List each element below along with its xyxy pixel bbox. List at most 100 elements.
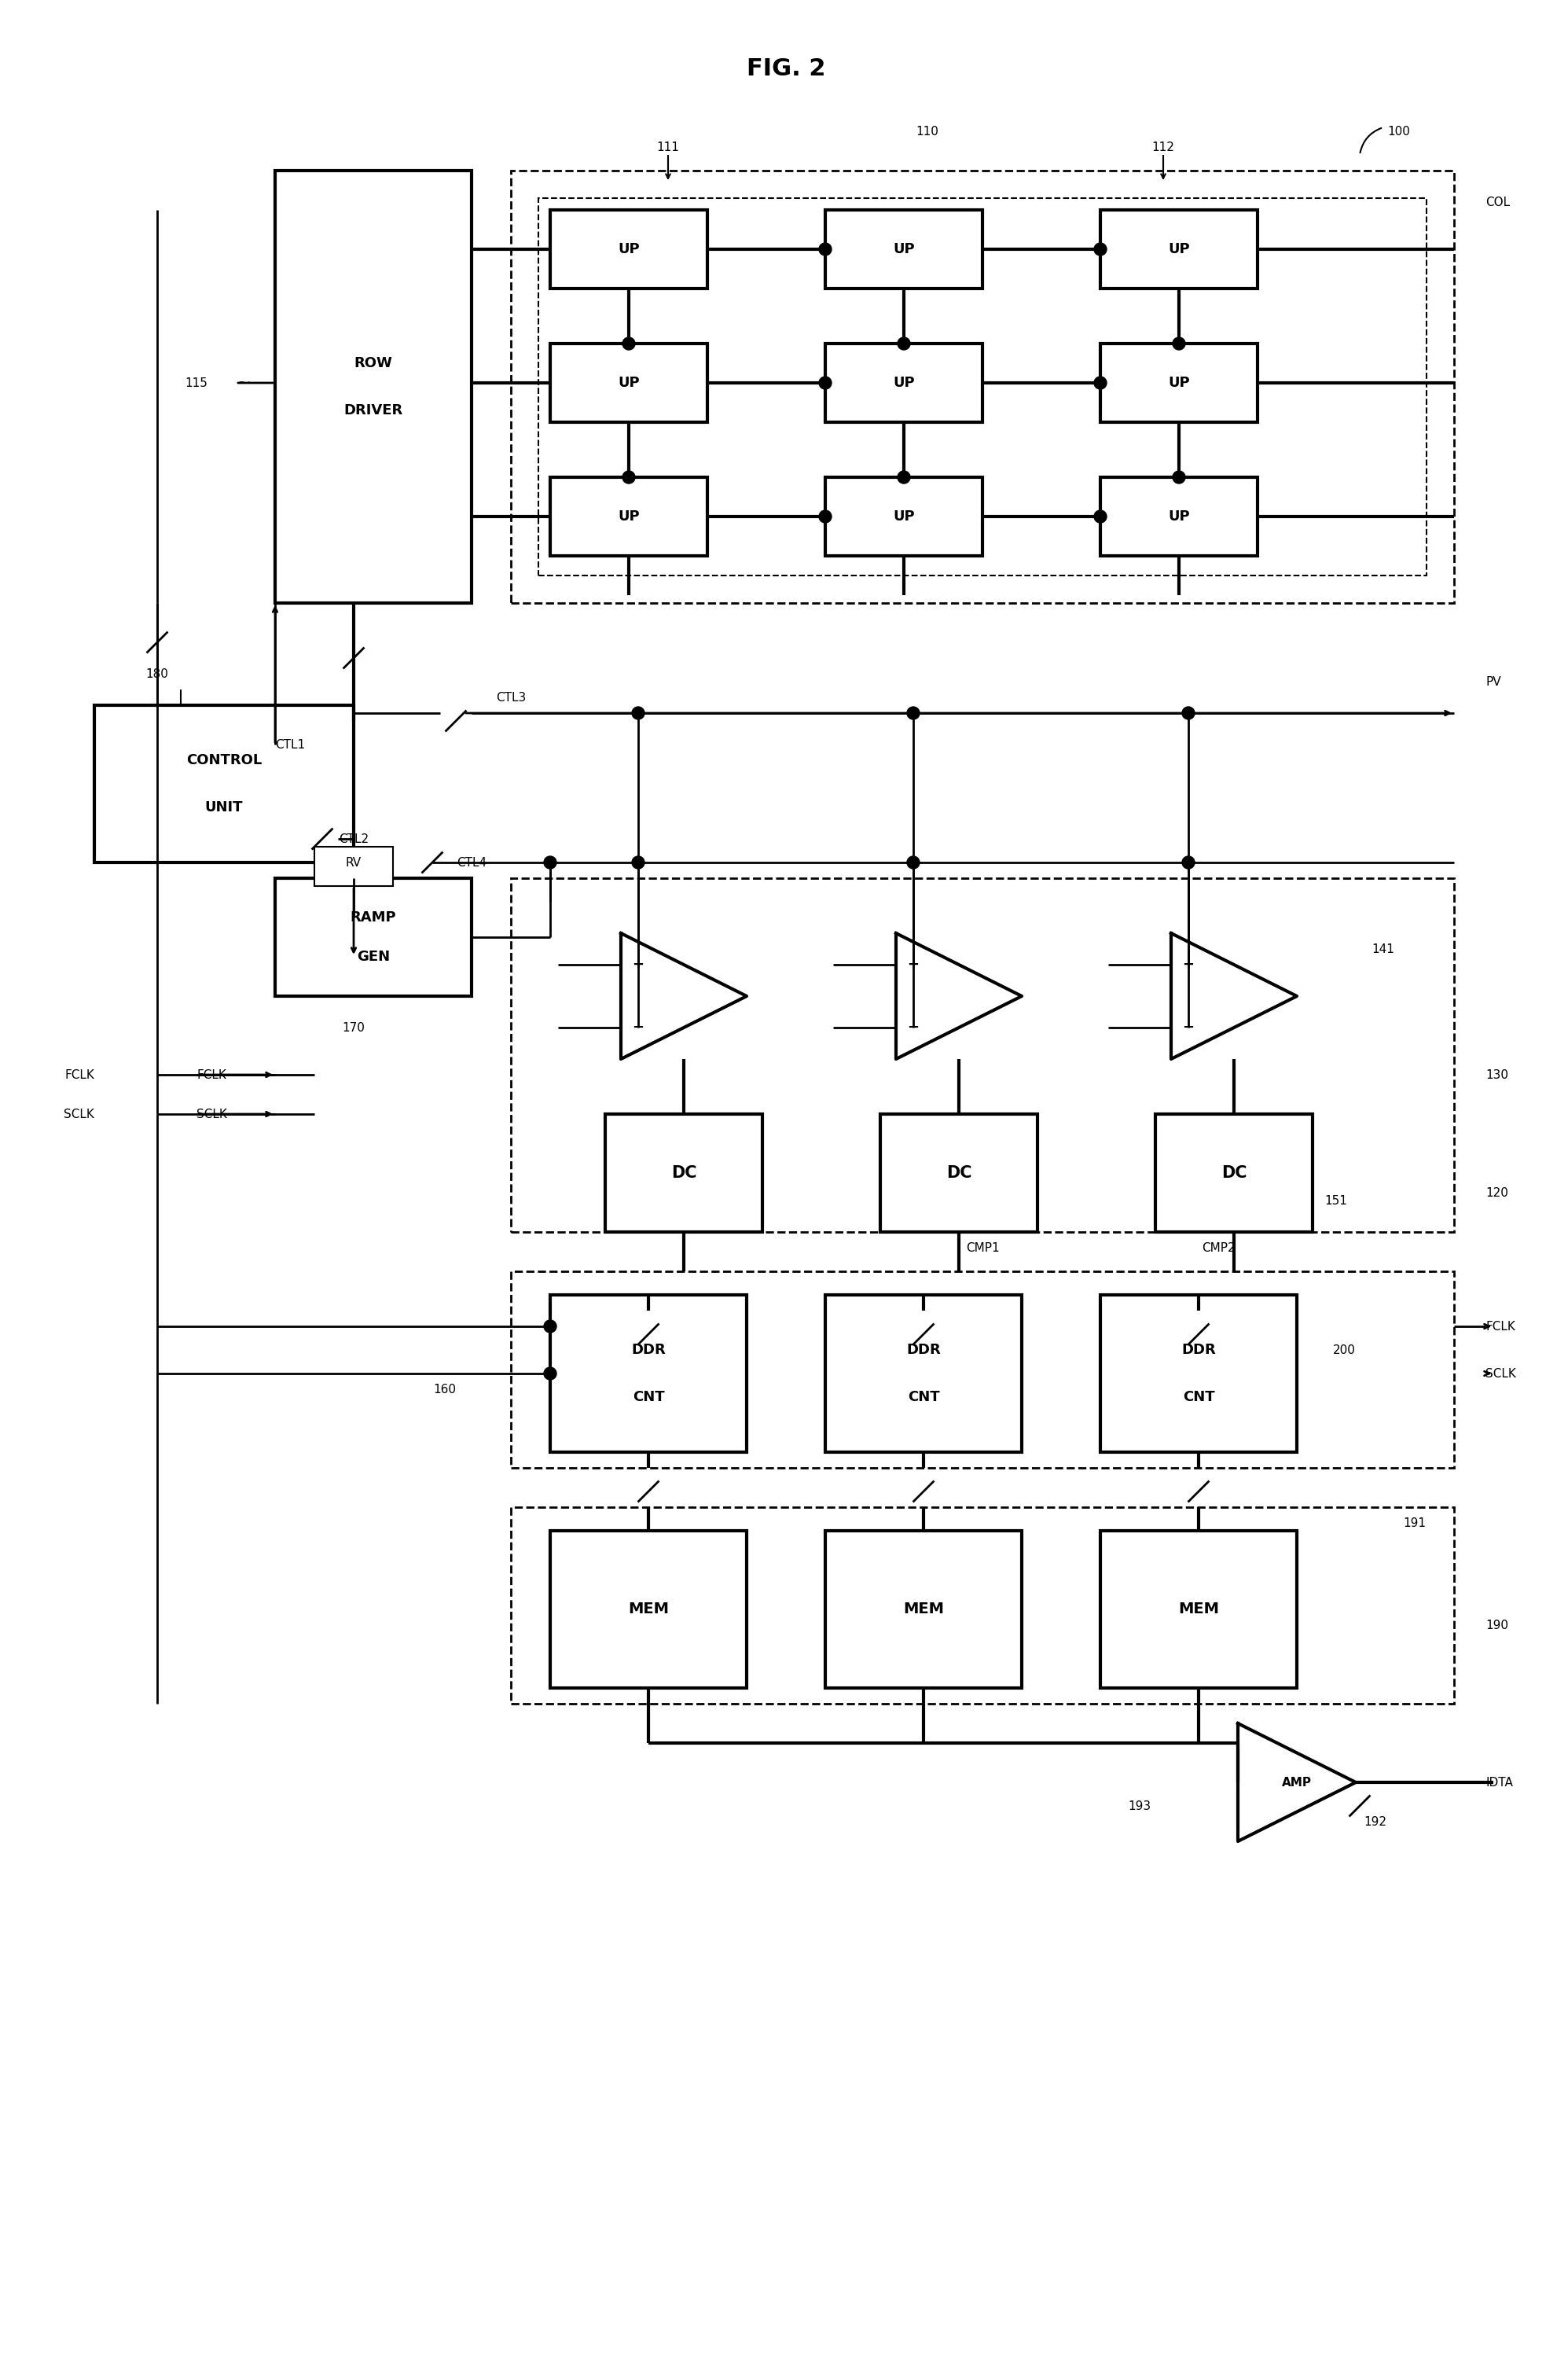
Text: ROW: ROW [354, 356, 392, 370]
Text: 110: 110 [916, 126, 939, 138]
Circle shape [906, 856, 919, 868]
FancyBboxPatch shape [825, 1530, 1022, 1689]
Polygon shape [621, 932, 746, 1058]
FancyBboxPatch shape [550, 209, 707, 289]
Text: 191: 191 [1403, 1518, 1427, 1530]
Circle shape [622, 472, 635, 484]
FancyBboxPatch shape [1101, 209, 1258, 289]
Text: −: − [1182, 1020, 1195, 1034]
Text: 120: 120 [1485, 1186, 1508, 1198]
Text: UP: UP [1168, 375, 1190, 389]
Text: UP: UP [894, 510, 914, 524]
FancyBboxPatch shape [94, 704, 354, 863]
FancyBboxPatch shape [825, 344, 983, 422]
Bar [511, 1506, 1454, 1703]
Text: 170: 170 [342, 1022, 365, 1034]
Circle shape [906, 707, 919, 719]
Circle shape [632, 707, 644, 719]
Text: CTL4: CTL4 [456, 856, 486, 868]
Polygon shape [1171, 932, 1297, 1058]
Polygon shape [895, 932, 1022, 1058]
Text: +: + [1182, 958, 1195, 973]
Circle shape [1173, 472, 1185, 484]
Text: DRIVER: DRIVER [343, 403, 403, 417]
Circle shape [1173, 337, 1185, 349]
Text: +: + [908, 958, 919, 973]
Text: CTL2: CTL2 [339, 833, 368, 844]
Circle shape [818, 242, 831, 256]
FancyBboxPatch shape [1101, 1295, 1297, 1452]
Text: UP: UP [894, 242, 914, 256]
Text: CTL1: CTL1 [274, 738, 306, 750]
Text: UP: UP [618, 510, 640, 524]
Circle shape [897, 472, 909, 484]
Bar [511, 1271, 1454, 1468]
Text: 141: 141 [1372, 944, 1394, 956]
FancyBboxPatch shape [1156, 1115, 1312, 1231]
Text: 193: 193 [1129, 1800, 1151, 1812]
FancyBboxPatch shape [825, 209, 983, 289]
Text: 190: 190 [1485, 1620, 1508, 1632]
Text: UP: UP [618, 242, 640, 256]
Circle shape [632, 856, 644, 868]
Text: UP: UP [894, 375, 914, 389]
Text: 112: 112 [1152, 140, 1174, 152]
FancyBboxPatch shape [1101, 477, 1258, 555]
Text: RAMP: RAMP [350, 911, 397, 925]
Text: UP: UP [618, 375, 640, 389]
Text: 200: 200 [1333, 1345, 1355, 1357]
FancyBboxPatch shape [274, 171, 472, 602]
Text: FIG. 2: FIG. 2 [746, 57, 825, 81]
FancyBboxPatch shape [1101, 344, 1258, 422]
FancyBboxPatch shape [274, 878, 472, 996]
Text: −: − [908, 1020, 919, 1034]
FancyBboxPatch shape [825, 1295, 1022, 1452]
Bar [511, 171, 1454, 602]
Bar [511, 878, 1454, 1231]
Text: SCLK: SCLK [64, 1108, 94, 1120]
Polygon shape [1237, 1724, 1356, 1841]
Text: 192: 192 [1364, 1815, 1386, 1826]
Text: 100: 100 [1388, 126, 1410, 138]
Circle shape [544, 856, 557, 868]
Text: FCLK: FCLK [1485, 1321, 1515, 1333]
FancyBboxPatch shape [605, 1115, 762, 1231]
Circle shape [1094, 510, 1107, 522]
Text: IDTA: IDTA [1485, 1777, 1513, 1788]
Text: AMP: AMP [1283, 1777, 1312, 1788]
Text: CNT: CNT [1182, 1390, 1215, 1404]
Text: SCLK: SCLK [196, 1108, 227, 1120]
Text: 151: 151 [1325, 1195, 1347, 1207]
Text: ~: ~ [237, 375, 251, 391]
Circle shape [897, 337, 909, 349]
Text: CONTROL: CONTROL [187, 754, 262, 769]
FancyBboxPatch shape [880, 1115, 1038, 1231]
Text: MEM: MEM [629, 1601, 670, 1618]
Text: DC: DC [946, 1165, 972, 1181]
FancyBboxPatch shape [550, 1295, 746, 1452]
FancyBboxPatch shape [550, 477, 707, 555]
Circle shape [1094, 377, 1107, 389]
Text: DDR: DDR [906, 1343, 941, 1357]
Text: PV: PV [1485, 676, 1501, 688]
Text: 111: 111 [657, 140, 679, 152]
Text: +: + [632, 958, 644, 973]
FancyBboxPatch shape [550, 1530, 746, 1689]
FancyBboxPatch shape [315, 847, 394, 887]
Text: DDR: DDR [1181, 1343, 1215, 1357]
Circle shape [544, 1321, 557, 1333]
Text: 160: 160 [433, 1383, 456, 1395]
Circle shape [818, 377, 831, 389]
Text: 115: 115 [185, 377, 209, 389]
Text: GEN: GEN [358, 949, 390, 963]
FancyBboxPatch shape [825, 477, 983, 555]
Text: CMP2: CMP2 [1201, 1243, 1236, 1255]
FancyBboxPatch shape [550, 344, 707, 422]
Text: RV: RV [347, 856, 362, 868]
Text: MEM: MEM [903, 1601, 944, 1618]
FancyBboxPatch shape [1101, 1530, 1297, 1689]
Text: SCLK: SCLK [1485, 1369, 1516, 1381]
Circle shape [544, 1366, 557, 1381]
Circle shape [818, 510, 831, 522]
Text: DDR: DDR [632, 1343, 665, 1357]
